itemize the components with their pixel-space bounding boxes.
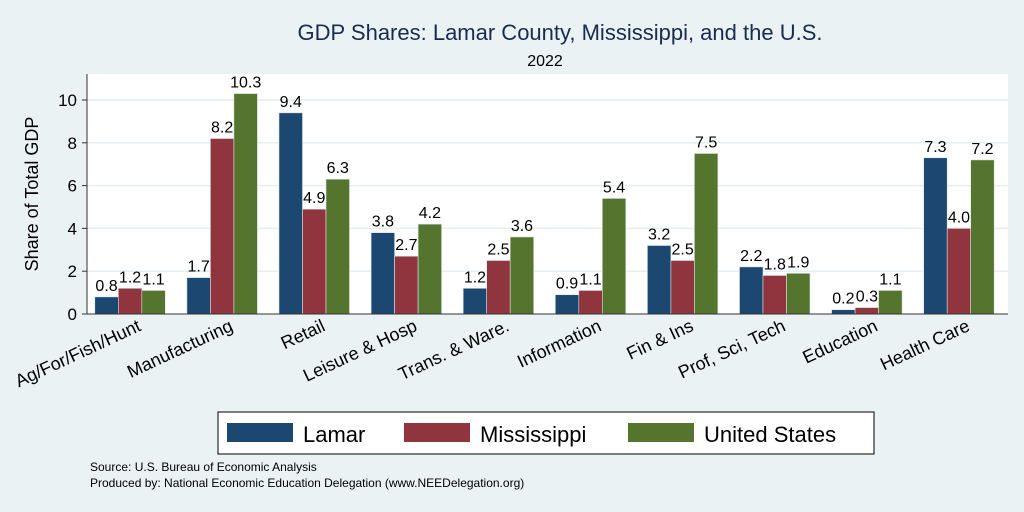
bar-mississippi — [762, 275, 787, 315]
legend-swatch-united-states — [628, 423, 694, 442]
data-label: 4.9 — [303, 190, 325, 207]
bar-lamar — [278, 112, 303, 315]
produced-by-note: Produced by: National Economic Education… — [90, 476, 524, 490]
legend-label: Mississippi — [480, 422, 586, 447]
bar-united-states — [970, 159, 995, 315]
chart-title: GDP Shares: Lamar County, Mississippi, a… — [298, 20, 823, 45]
data-label: 1.7 — [188, 259, 210, 276]
x-tick-label: Information — [514, 315, 604, 371]
data-label: 0.3 — [856, 289, 878, 306]
y-tick-label: 10 — [58, 91, 77, 110]
bar-lamar — [554, 294, 580, 315]
bar-united-states — [233, 93, 258, 315]
bar-united-states — [786, 273, 811, 315]
bar-lamar — [923, 157, 948, 315]
bar-united-states — [141, 290, 166, 315]
data-label: 4.2 — [419, 205, 441, 222]
chart-subtitle: 2022 — [527, 53, 563, 70]
bar-mississippi — [210, 138, 235, 315]
y-axis-label: Share of Total GDP — [22, 117, 42, 272]
bar-united-states — [325, 178, 350, 315]
x-tick-label: Health Care — [877, 315, 973, 374]
bar-lamar — [94, 296, 119, 315]
data-label: 1.1 — [579, 271, 601, 288]
data-label: 6.3 — [327, 160, 349, 177]
bar-lamar — [831, 309, 856, 315]
bar-lamar — [739, 266, 764, 315]
bar-lamar — [462, 288, 488, 315]
y-tick-label: 8 — [68, 134, 77, 153]
legend-swatch-mississippi — [404, 423, 470, 442]
legend-box — [217, 411, 875, 455]
data-label: 2.5 — [672, 242, 694, 259]
data-label: 1.2 — [119, 269, 141, 286]
bar-mississippi — [946, 228, 972, 315]
data-label: 1.2 — [464, 269, 486, 286]
bar-mississippi — [670, 260, 695, 315]
y-tick-label: 6 — [68, 177, 77, 196]
y-tick-label: 0 — [68, 305, 77, 324]
y-tick-label: 4 — [68, 219, 77, 238]
legend-label: Lamar — [303, 422, 365, 447]
data-label: 5.4 — [603, 179, 625, 196]
x-tick-label: Manufacturing — [124, 315, 236, 381]
bar-lamar — [647, 245, 672, 315]
legend: Lamar Mississippi United States — [217, 411, 875, 455]
x-tick-label: Fin & Ins — [624, 315, 697, 363]
bar-united-states — [509, 236, 535, 315]
x-tick-label: Education — [800, 315, 881, 367]
data-label: 1.1 — [142, 271, 164, 288]
x-tick-label: Retail — [278, 315, 328, 353]
bar-lamar — [370, 232, 395, 315]
data-label: 7.2 — [971, 141, 993, 158]
data-label: 0.2 — [832, 291, 854, 308]
data-label: 0.8 — [95, 278, 117, 295]
bar-united-states — [694, 153, 719, 315]
legend-swatch-lamar — [227, 423, 293, 442]
data-label: 1.9 — [787, 254, 809, 271]
data-label: 2.5 — [487, 242, 509, 259]
data-label: 1.1 — [879, 271, 901, 288]
x-tick-label: Ag/For/Fish/Hunt — [12, 315, 144, 391]
data-label: 9.4 — [280, 94, 302, 111]
bar-mississippi — [854, 307, 879, 315]
bar-mississippi — [486, 260, 511, 315]
data-label: 0.9 — [556, 276, 578, 293]
data-label: 8.2 — [211, 120, 233, 137]
data-label: 2.7 — [395, 237, 417, 254]
data-label: 2.2 — [740, 248, 762, 265]
bar-mississippi — [394, 255, 419, 315]
bar-lamar — [186, 277, 211, 315]
data-label: 3.6 — [511, 218, 533, 235]
bar-mississippi — [578, 290, 603, 315]
source-note: Source: U.S. Bureau of Economic Analysis — [90, 460, 317, 474]
bar-united-states — [601, 198, 627, 315]
bar-mississippi — [118, 288, 143, 315]
data-label: 3.8 — [372, 214, 394, 231]
bar-united-states — [878, 290, 903, 315]
data-label: 10.3 — [230, 75, 261, 92]
y-tick-label: 2 — [68, 262, 77, 281]
data-label: 7.3 — [924, 139, 946, 156]
data-label: 3.2 — [648, 227, 670, 244]
legend-label: United States — [704, 422, 836, 447]
data-label: 4.0 — [948, 209, 970, 226]
bar-mississippi — [302, 208, 327, 315]
data-label: 1.8 — [764, 256, 786, 273]
data-label: 7.5 — [695, 135, 717, 152]
bar-united-states — [417, 223, 442, 315]
